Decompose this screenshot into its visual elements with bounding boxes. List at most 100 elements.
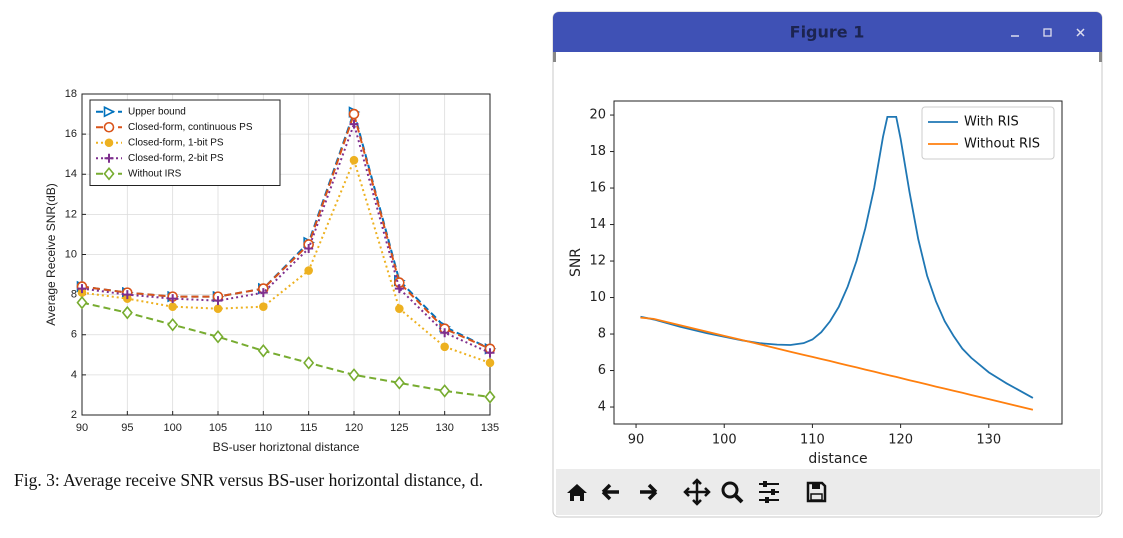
marker: [122, 290, 132, 300]
marker: [303, 356, 315, 370]
y-tick-label: 8: [71, 289, 77, 301]
x-axis-label: distance: [808, 451, 867, 467]
x-tick-label: 90: [76, 422, 88, 434]
x-tick-label: 130: [435, 422, 453, 434]
marker: [485, 358, 495, 368]
x-tick-label: 110: [800, 433, 825, 448]
series-line: [640, 316, 1034, 411]
forward-icon[interactable]: [640, 483, 658, 501]
marker: [394, 284, 404, 294]
y-tick-label: 14: [589, 217, 606, 232]
marker: [440, 342, 449, 352]
y-tick-label: 14: [65, 168, 77, 180]
y-tick-label: 4: [598, 400, 606, 415]
marker: [349, 119, 359, 129]
marker: [212, 329, 224, 344]
legend-label: Closed-form, 2-bit PS: [128, 153, 224, 164]
y-tick-label: 12: [65, 208, 77, 220]
marker: [439, 384, 451, 398]
y-tick-label: 8: [598, 327, 606, 342]
legend-label: With RIS: [964, 115, 1019, 130]
y-tick-label: 18: [65, 88, 77, 100]
y-axis-label: Average Receive SNR(dB): [44, 183, 58, 326]
toolbar-icons: [567, 478, 827, 506]
pan-icon[interactable]: [683, 478, 711, 506]
chart: 90 100 110 120 130 4 6 8 10 12 14 16 18 20 distance SNR…: [568, 100, 1063, 467]
series-line: [81, 110, 491, 350]
x-tick-label: 130: [976, 433, 1001, 448]
y-tick-label: 10: [589, 290, 606, 305]
figure-caption: Fig. 3: Average receive SNR versus BS-us…: [14, 470, 484, 490]
zoom-icon[interactable]: [721, 481, 739, 499]
marker: [484, 390, 496, 404]
home-icon[interactable]: [567, 484, 587, 501]
legend-label: Without IRS: [128, 168, 182, 179]
edge: [1099, 52, 1102, 62]
x-tick-label: 120: [888, 433, 913, 448]
close-button[interactable]: [1076, 28, 1085, 37]
y-tick-label: 4: [71, 369, 77, 381]
save-icon[interactable]: [806, 481, 827, 503]
marker: [167, 317, 179, 332]
marker: [77, 284, 87, 294]
legend-box: [921, 106, 1055, 160]
marker: [485, 348, 495, 358]
series-line: [81, 120, 491, 354]
x-tick-label: 100: [163, 422, 181, 434]
y-tick-label: 6: [598, 363, 606, 378]
back-icon[interactable]: [601, 483, 619, 501]
x-tick-label: 115: [300, 422, 318, 434]
chart: 90 95 100 105 110 115 120 125 130 135 2 4 6 8 10 12 14 16…: [44, 88, 499, 454]
x-tick-label: 110: [255, 422, 273, 434]
y-tick-label: 6: [71, 329, 77, 341]
configure-icon[interactable]: [763, 481, 767, 487]
plot-frame: [81, 93, 491, 416]
y-axis-label: SNR: [568, 248, 584, 277]
marker: [103, 166, 115, 181]
x-tick-label: 120: [345, 422, 363, 434]
y-tick-label: 10: [65, 248, 77, 260]
toolbar: [556, 469, 1100, 515]
y-tick-label: 18: [589, 144, 606, 159]
marker: [103, 121, 115, 133]
x-tick-label: 105: [209, 422, 227, 434]
x-tick-label: 90: [628, 433, 645, 448]
marker: [304, 243, 314, 253]
marker: [104, 138, 114, 148]
series-line: [81, 301, 491, 398]
marker: [349, 155, 359, 165]
x-tick-label: 125: [390, 422, 408, 434]
legend-label: Upper bound: [128, 106, 186, 117]
legend-label: Closed-form, continuous PS: [128, 122, 253, 133]
marker: [121, 305, 133, 320]
x-tick-label: 135: [481, 422, 499, 434]
window-title: Figure 1: [790, 23, 865, 42]
marker: [304, 266, 313, 275]
y-tick-label: 2: [71, 409, 77, 421]
marker: [348, 368, 360, 382]
series-line: [81, 157, 491, 364]
maximize-button[interactable]: [1043, 28, 1052, 37]
marker: [168, 302, 177, 311]
x-tick-label: 95: [121, 422, 133, 434]
marker: [213, 304, 223, 313]
title-bar: [553, 12, 1102, 52]
marker: [259, 302, 268, 311]
marker: [348, 108, 360, 120]
marker: [213, 296, 223, 306]
y-tick-label: 20: [589, 108, 606, 123]
legend-label: Without RIS: [964, 137, 1040, 152]
marker: [440, 328, 450, 338]
y-tick-label: 12: [589, 254, 606, 269]
x-tick-label: 100: [712, 433, 737, 448]
marker: [393, 376, 405, 390]
marker: [395, 304, 404, 313]
marker: [76, 295, 88, 310]
y-tick-label: 16: [65, 128, 77, 140]
legend-label: Closed-form, 1-bit PS: [128, 137, 224, 148]
marker: [168, 294, 178, 304]
marker: [257, 344, 269, 358]
marker: [103, 105, 116, 118]
